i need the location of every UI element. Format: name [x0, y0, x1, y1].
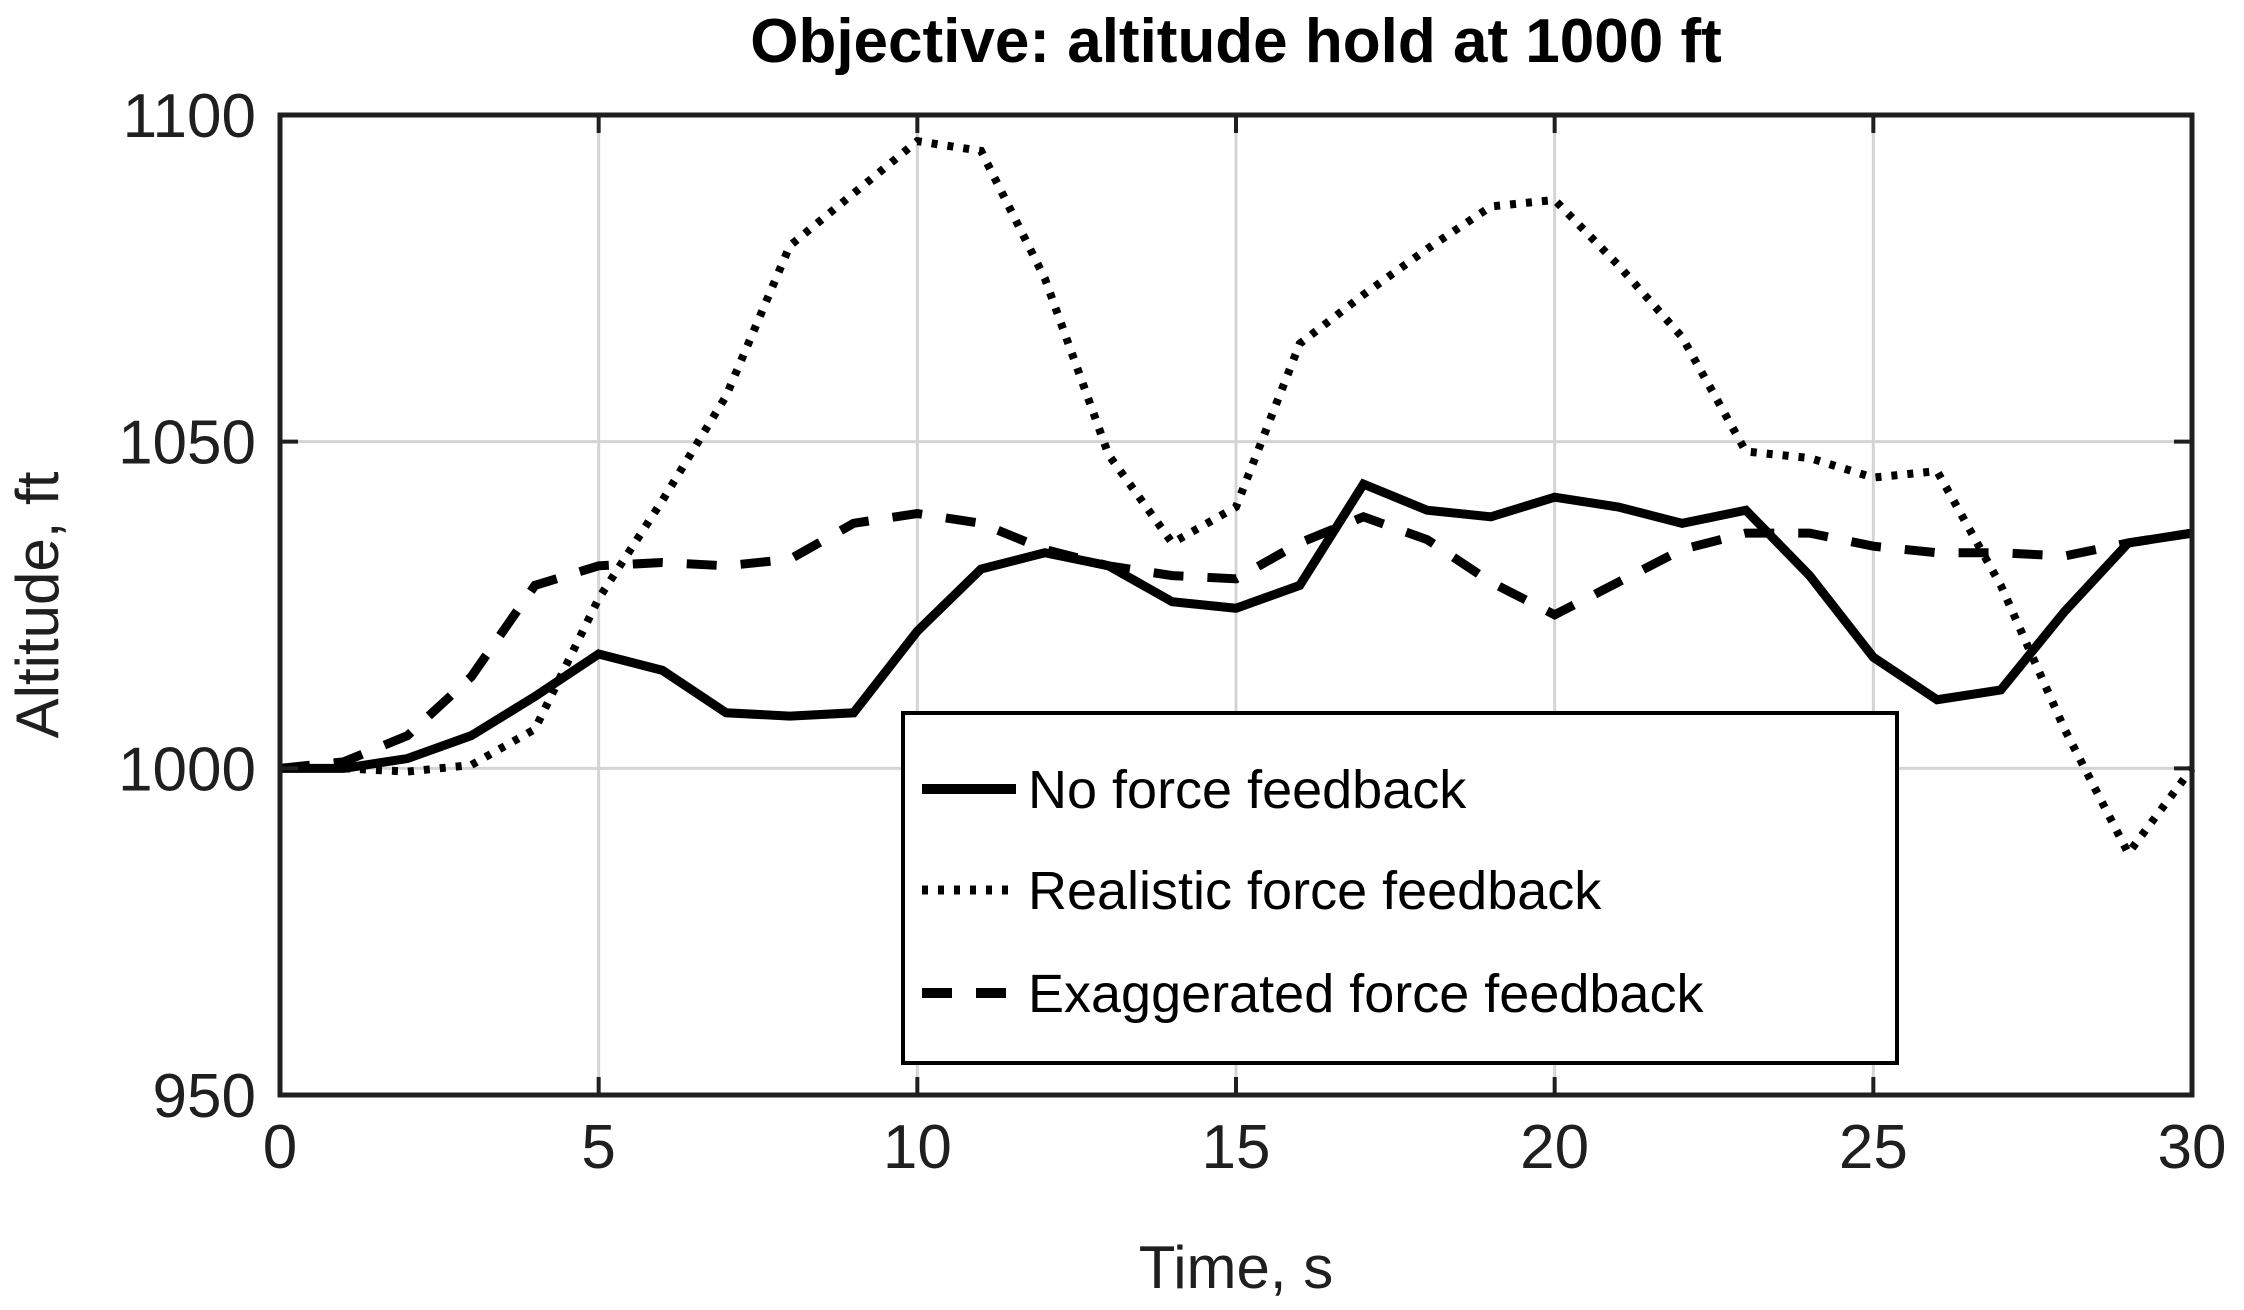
x-axis-label: Time, s — [1139, 1234, 1333, 1301]
legend-label-no-force-feedback: No force feedback — [1028, 760, 1467, 820]
x-tick-label: 30 — [2158, 1113, 2227, 1182]
series-no-force-feedback-line — [280, 478, 2193, 773]
legend-label-realistic-force-feedback: Realistic force feedback — [1028, 861, 1602, 921]
series-exaggerated-force-feedback-line — [279, 508, 2193, 773]
series-lines — [279, 136, 2196, 861]
series-realistic-force-feedback-line — [280, 136, 2196, 861]
y-tick-label: 1100 — [123, 82, 256, 151]
tick-labels: 0 5 10 15 20 25 30 950 1000 1050 1100 — [118, 82, 2226, 1182]
chart-title: Objective: altitude hold at 1000 ft — [750, 7, 1722, 76]
x-tick-label: 25 — [1839, 1113, 1908, 1182]
y-axis-label: Altitude, ft — [4, 471, 71, 738]
x-tick-label: 0 — [263, 1113, 297, 1182]
axis-ticks — [278, 113, 2194, 1097]
x-tick-label: 15 — [1202, 1113, 1271, 1182]
x-tick-label: 20 — [1520, 1113, 1589, 1182]
legend-box: No force feedback Realistic force feedbac… — [901, 711, 1899, 1065]
legend-label-exaggerated-force-feedback: Exaggerated force feedback — [1028, 964, 1704, 1024]
x-tick-label: 5 — [581, 1113, 615, 1182]
legend-frame — [901, 711, 1899, 1065]
y-tick-label: 1000 — [118, 735, 256, 804]
x-tick-label: 10 — [883, 1113, 952, 1182]
y-tick-label: 950 — [153, 1062, 256, 1131]
y-tick-label: 1050 — [118, 409, 256, 478]
